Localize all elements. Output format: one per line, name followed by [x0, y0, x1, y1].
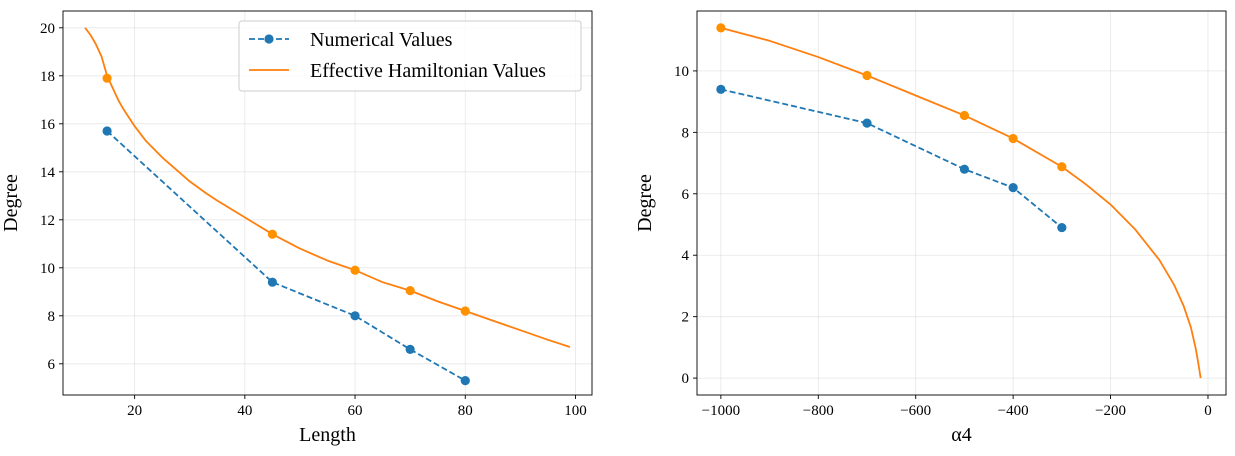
x-tick-label: 0	[1204, 403, 1212, 419]
series-1	[720, 27, 1202, 379]
data-point	[350, 265, 360, 275]
x-tick-label: 40	[237, 403, 252, 419]
data-point	[267, 229, 277, 239]
y-tick-label: 6	[682, 187, 690, 203]
y-tick-label: 16	[40, 117, 56, 133]
data-point	[102, 73, 112, 83]
data-point	[1008, 133, 1018, 144]
x-tick-label: −600	[900, 403, 931, 419]
x-tick-label: 80	[458, 403, 473, 419]
y-tick-label: 8	[48, 309, 56, 325]
legend-label: Numerical Values	[310, 29, 453, 51]
data-point	[267, 277, 277, 287]
y-tick-label: 0	[682, 371, 690, 387]
data-point	[460, 306, 470, 316]
series-0	[716, 84, 1067, 233]
y-tick-label: 18	[40, 69, 55, 85]
left-chart-panel: 20 40 60 80 100 6 8 10 12 14 16 18 20 Length Degree Num…	[0, 10, 593, 446]
series-line	[720, 27, 1202, 379]
series-line	[106, 130, 466, 382]
legend-box	[238, 20, 582, 92]
y-tick-label: 12	[40, 213, 55, 229]
y-tick-label: 20	[40, 21, 55, 37]
data-point	[405, 344, 415, 354]
data-point	[716, 84, 726, 94]
y-tick-label: 10	[674, 64, 689, 80]
data-point	[405, 286, 415, 296]
y-tick-label: 6	[48, 357, 56, 373]
y-axis-label: Degree	[0, 174, 22, 232]
y-tick-label: 2	[682, 310, 690, 326]
x-tick-label: 100	[564, 403, 587, 419]
data-point	[102, 126, 112, 136]
x-axis-label: Length	[299, 424, 356, 446]
data-point	[862, 70, 872, 81]
y-tick-label: 10	[40, 261, 55, 277]
series-2	[716, 23, 1067, 172]
y-tick-label: 4	[682, 248, 690, 264]
y-tick-label: 14	[40, 165, 56, 181]
x-tick-label: 20	[127, 403, 142, 419]
legend: Numerical Values Effective Hamiltonian Va…	[238, 20, 582, 92]
data-point	[1057, 222, 1067, 233]
right-chart-panel: −1000 −800 −600 −400 −200 0 0 2 4 6 8 10 α4 Degree	[634, 10, 1227, 446]
plot-frame	[62, 10, 593, 396]
x-tick-label: −200	[1095, 403, 1126, 419]
x-tick-label: −400	[998, 403, 1029, 419]
data-point	[959, 164, 970, 174]
data-point	[959, 110, 970, 121]
series-0	[102, 126, 470, 386]
x-tick-label: −800	[803, 403, 834, 419]
x-axis-label: α4	[951, 424, 971, 446]
data-point	[1008, 183, 1018, 193]
plot-frame	[696, 10, 1227, 396]
y-axis-label: Degree	[634, 174, 656, 232]
data-point	[460, 376, 470, 386]
data-point	[862, 118, 872, 128]
y-tick-label: 8	[682, 125, 690, 141]
x-tick-label: 60	[348, 403, 363, 419]
data-point	[716, 23, 726, 33]
legend-marker	[264, 34, 274, 44]
data-point	[1057, 162, 1067, 172]
x-tick-label: −1000	[702, 403, 740, 419]
series-line	[720, 88, 1063, 229]
series-2	[102, 73, 470, 316]
data-point	[350, 311, 360, 321]
legend-label: Effective Hamiltonian Values	[310, 60, 546, 82]
